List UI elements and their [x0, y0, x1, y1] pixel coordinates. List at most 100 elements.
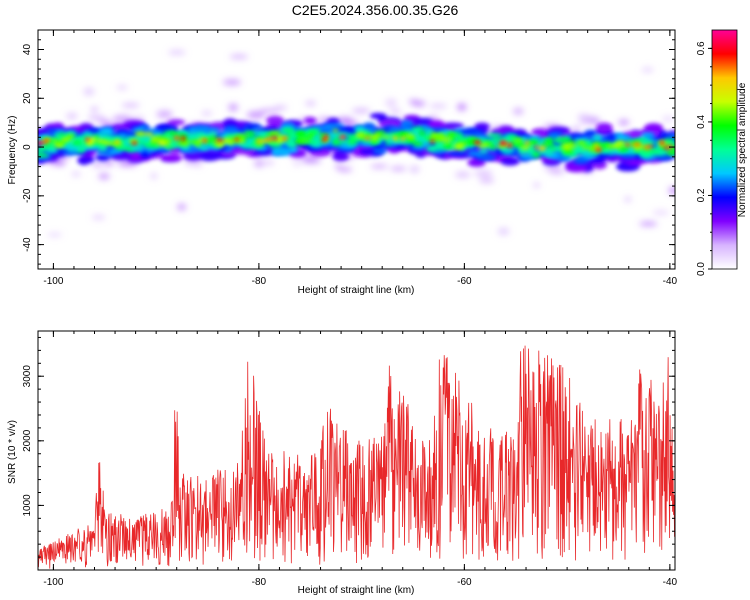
- figure-title: C2E5.2024.356.00.35.G26: [292, 2, 459, 18]
- heatmap-blob: [643, 144, 649, 150]
- heatmap-blob: [302, 136, 309, 140]
- heatmap-speckle: [103, 160, 114, 166]
- heatmap-blob: [515, 144, 525, 148]
- heatmap-blob: [195, 141, 202, 147]
- heatmap-blob: [281, 136, 288, 141]
- heatmap-blob: [116, 129, 129, 135]
- heatmap-blob: [60, 137, 71, 142]
- y-tick-label: 0: [22, 144, 33, 150]
- heatmap-blob: [369, 112, 387, 120]
- heatmap-blob: [102, 134, 113, 139]
- heatmap-blob: [532, 150, 541, 158]
- heatmap-blob: [199, 146, 210, 151]
- heatmap-blob: [198, 151, 221, 162]
- heatmap-blob: [412, 142, 424, 146]
- heatmap-blob: [180, 135, 186, 141]
- y-tick-label: -40: [22, 237, 33, 252]
- heatmap-speckle: [351, 108, 371, 114]
- heatmap-blob: [307, 131, 319, 135]
- heatmap-speckle: [591, 120, 602, 124]
- heatmap-blob: [489, 145, 497, 150]
- heatmap-blob: [354, 125, 365, 132]
- spectrogram-y-axis-label: Frequency (Hz): [7, 116, 18, 185]
- heatmap-speckle: [177, 203, 187, 211]
- y-tick-label: -20: [22, 188, 33, 203]
- heatmap-blob: [96, 139, 108, 144]
- heatmap-blob: [486, 133, 503, 138]
- y-tick-label: 1000: [22, 494, 33, 517]
- heatmap-blob: [340, 134, 346, 139]
- heatmap-blob: [561, 145, 572, 149]
- heatmap-speckle: [91, 163, 104, 167]
- colorbar-gradient: [711, 29, 738, 270]
- heatmap-blob: [527, 139, 539, 145]
- heatmap-blob: [428, 120, 446, 131]
- heatmap-blob: [596, 122, 613, 132]
- heatmap-blob: [169, 131, 178, 136]
- heatmap-blob: [459, 127, 480, 136]
- x-tick-label: -80: [252, 276, 267, 287]
- heatmap-blob: [369, 134, 381, 140]
- heatmap-blob: [167, 119, 186, 126]
- heatmap-blob: [77, 144, 88, 149]
- heatmap-blob: [625, 142, 631, 147]
- heatmap-speckle: [533, 183, 540, 187]
- heatmap-blob: [131, 141, 138, 145]
- heatmap-blob: [276, 137, 283, 144]
- heatmap-blob: [145, 132, 154, 137]
- heatmap-blob: [72, 140, 82, 146]
- heatmap-speckle: [100, 120, 112, 126]
- heatmap-blob: [339, 139, 349, 144]
- heatmap-blob: [604, 141, 612, 147]
- heatmap-speckle: [305, 101, 316, 106]
- heatmap-blob: [281, 121, 295, 128]
- heatmap-speckle: [168, 49, 186, 55]
- heatmap-speckle: [512, 108, 524, 115]
- heatmap-blob: [96, 149, 113, 156]
- heatmap-blob: [100, 127, 114, 135]
- heatmap-speckle: [83, 87, 95, 96]
- x-tick-label: -40: [663, 276, 678, 287]
- x-tick-label: -60: [457, 276, 472, 287]
- heatmap-blob: [552, 137, 569, 143]
- heatmap-blob: [583, 143, 590, 149]
- heatmap-blob: [641, 132, 655, 138]
- heatmap-blob: [531, 128, 549, 136]
- heatmap-blob: [85, 145, 99, 150]
- heatmap-blob: [364, 136, 371, 140]
- heatmap-blob: [217, 134, 227, 139]
- y-tick-label: 2000: [22, 429, 33, 452]
- heatmap-blob: [592, 134, 603, 142]
- heatmap-blob: [254, 142, 264, 147]
- colorbar-tick-label: 0.0: [696, 262, 707, 276]
- heatmap-speckle: [98, 173, 110, 180]
- heatmap-blob: [545, 138, 553, 144]
- heatmap-blob: [594, 143, 599, 147]
- heatmap-blob: [467, 151, 482, 157]
- heatmap-blob: [245, 133, 255, 138]
- heatmap-blob: [569, 133, 587, 140]
- snr-series-line: [38, 345, 675, 569]
- x-tick-label: -100: [43, 276, 63, 287]
- heatmap-blob: [336, 126, 355, 132]
- heatmap-blob: [563, 149, 574, 154]
- heatmap-blob: [467, 158, 486, 167]
- heatmap-blob: [660, 132, 671, 138]
- heatmap-blob: [381, 135, 392, 139]
- heatmap-blob: [61, 142, 73, 150]
- heatmap-blob: [294, 130, 307, 137]
- spectrogram-heatmap: [38, 49, 675, 237]
- heatmap-blob: [323, 144, 336, 150]
- heatmap-speckle: [409, 165, 420, 174]
- heatmap-blob: [441, 122, 464, 129]
- heatmap-speckle: [71, 171, 81, 177]
- heatmap-speckle: [66, 112, 78, 120]
- heatmap-blob: [46, 148, 59, 154]
- heatmap-blob: [245, 123, 261, 129]
- spectrogram-frame: [37, 29, 676, 270]
- heatmap-blob: [323, 134, 329, 140]
- x-tick-label: -100: [43, 577, 63, 588]
- heatmap-blob: [150, 138, 159, 143]
- heatmap-blob: [77, 155, 91, 166]
